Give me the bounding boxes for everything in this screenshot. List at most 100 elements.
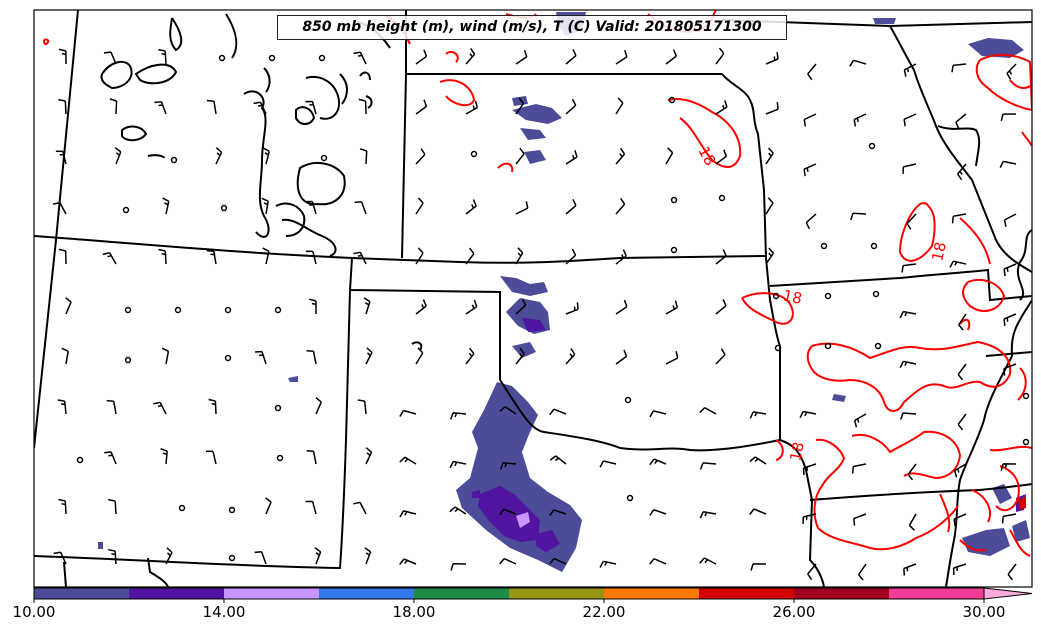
wind-barb xyxy=(849,59,867,67)
colorbar-tick-label: 18.00 xyxy=(392,603,436,621)
calm-wind-marker xyxy=(318,54,326,62)
calm-wind-marker xyxy=(470,150,478,158)
wind-barb xyxy=(449,412,467,420)
wind-barb xyxy=(314,547,322,565)
wind-barb xyxy=(158,48,167,65)
wind-barb xyxy=(857,563,867,581)
wind-barb xyxy=(515,49,528,65)
calm-wind-marker xyxy=(872,290,880,298)
wind-barb xyxy=(515,147,525,165)
calm-wind-marker xyxy=(774,344,782,352)
calm-wind-marker xyxy=(868,142,876,150)
calm-wind-marker xyxy=(124,356,132,364)
wind-barb xyxy=(465,247,475,265)
wind-barb xyxy=(699,557,717,565)
wind-barb xyxy=(158,248,167,265)
calm-wind-marker xyxy=(174,306,182,314)
wind-barb xyxy=(154,101,167,115)
wind-barb xyxy=(102,251,117,265)
wind-barb xyxy=(108,548,117,565)
wind-barb xyxy=(162,197,170,215)
colorbar-segment xyxy=(889,588,985,599)
wind-barb xyxy=(114,147,122,165)
wind-barb xyxy=(365,447,373,465)
wind-barb xyxy=(1006,63,1017,80)
wind-barb xyxy=(615,349,628,365)
calm-wind-marker xyxy=(274,404,282,412)
colorbar-segment xyxy=(604,588,700,599)
wind-barb xyxy=(499,406,517,415)
wind-barb xyxy=(765,102,779,115)
calm-wind-marker xyxy=(228,554,236,562)
wind-barb xyxy=(615,197,626,215)
wind-barb xyxy=(253,101,267,115)
wind-barb xyxy=(65,297,72,315)
wind-barb xyxy=(903,563,917,576)
calm-wind-marker xyxy=(274,306,282,314)
wind-barb xyxy=(699,462,717,470)
wind-barb xyxy=(565,348,576,365)
wind-barb xyxy=(515,347,525,365)
wind-barb xyxy=(1003,313,1017,326)
wind-barb xyxy=(103,51,117,65)
wind-barb xyxy=(615,147,626,165)
wind-barb xyxy=(153,401,167,415)
wind-barb xyxy=(465,100,479,115)
wind-barb xyxy=(415,148,426,165)
wind-barb xyxy=(952,563,967,576)
contour-label: 18 xyxy=(786,440,808,462)
wind-barb xyxy=(649,558,667,565)
wind-barb xyxy=(305,500,317,515)
wind-barb xyxy=(262,147,271,165)
colorbar-segment xyxy=(129,588,225,599)
colorbar-segment xyxy=(224,588,320,599)
calm-wind-marker xyxy=(218,54,226,62)
wind-barb xyxy=(415,99,428,115)
wind-barb xyxy=(615,299,628,315)
map-title: 850 mb height (m), wind (m/s), T (C) Val… xyxy=(277,15,787,40)
wind-barb xyxy=(853,513,867,526)
wind-barb xyxy=(649,508,667,516)
wind-barb xyxy=(58,48,67,65)
wind-barb xyxy=(359,148,368,165)
wind-barb xyxy=(309,298,317,314)
wind-barb xyxy=(206,249,217,265)
calm-wind-marker xyxy=(870,242,878,250)
wind-barb xyxy=(899,360,917,369)
shaded-wind-peak xyxy=(516,512,530,528)
wind-barb xyxy=(450,563,467,571)
wind-barb xyxy=(902,163,917,174)
wind-barb xyxy=(853,113,867,127)
wind-barb xyxy=(499,508,517,516)
wind-barb xyxy=(206,99,217,115)
wind-barb xyxy=(515,201,529,215)
wind-barb xyxy=(353,51,367,65)
colorbar-segment xyxy=(794,588,890,599)
wind-barb xyxy=(306,349,317,365)
calm-wind-marker xyxy=(820,242,828,250)
wind-barb xyxy=(305,200,317,215)
wind-barb xyxy=(802,513,817,524)
wind-barb xyxy=(106,399,117,415)
wind-barb xyxy=(599,460,617,468)
wind-barb xyxy=(850,212,867,221)
wind-barb xyxy=(715,299,727,315)
wind-barb xyxy=(699,406,717,415)
wind-barb xyxy=(415,49,428,65)
calm-wind-marker xyxy=(874,342,882,350)
wind-barb xyxy=(215,147,223,165)
calm-wind-marker xyxy=(718,194,726,202)
calm-wind-marker xyxy=(824,292,832,300)
wind-barb xyxy=(957,413,967,431)
wind-barb xyxy=(749,456,767,465)
wind-barb xyxy=(365,347,373,365)
wind-barb xyxy=(305,250,317,265)
wind-barb xyxy=(254,350,267,365)
wind-barb xyxy=(160,447,168,465)
wind-barb xyxy=(58,498,67,515)
colorbar-tick-label: 26.00 xyxy=(772,603,816,621)
wind-barb xyxy=(1001,513,1017,524)
wind-barb xyxy=(109,98,118,115)
calm-wind-marker xyxy=(624,396,632,404)
wind-barb xyxy=(949,260,967,268)
